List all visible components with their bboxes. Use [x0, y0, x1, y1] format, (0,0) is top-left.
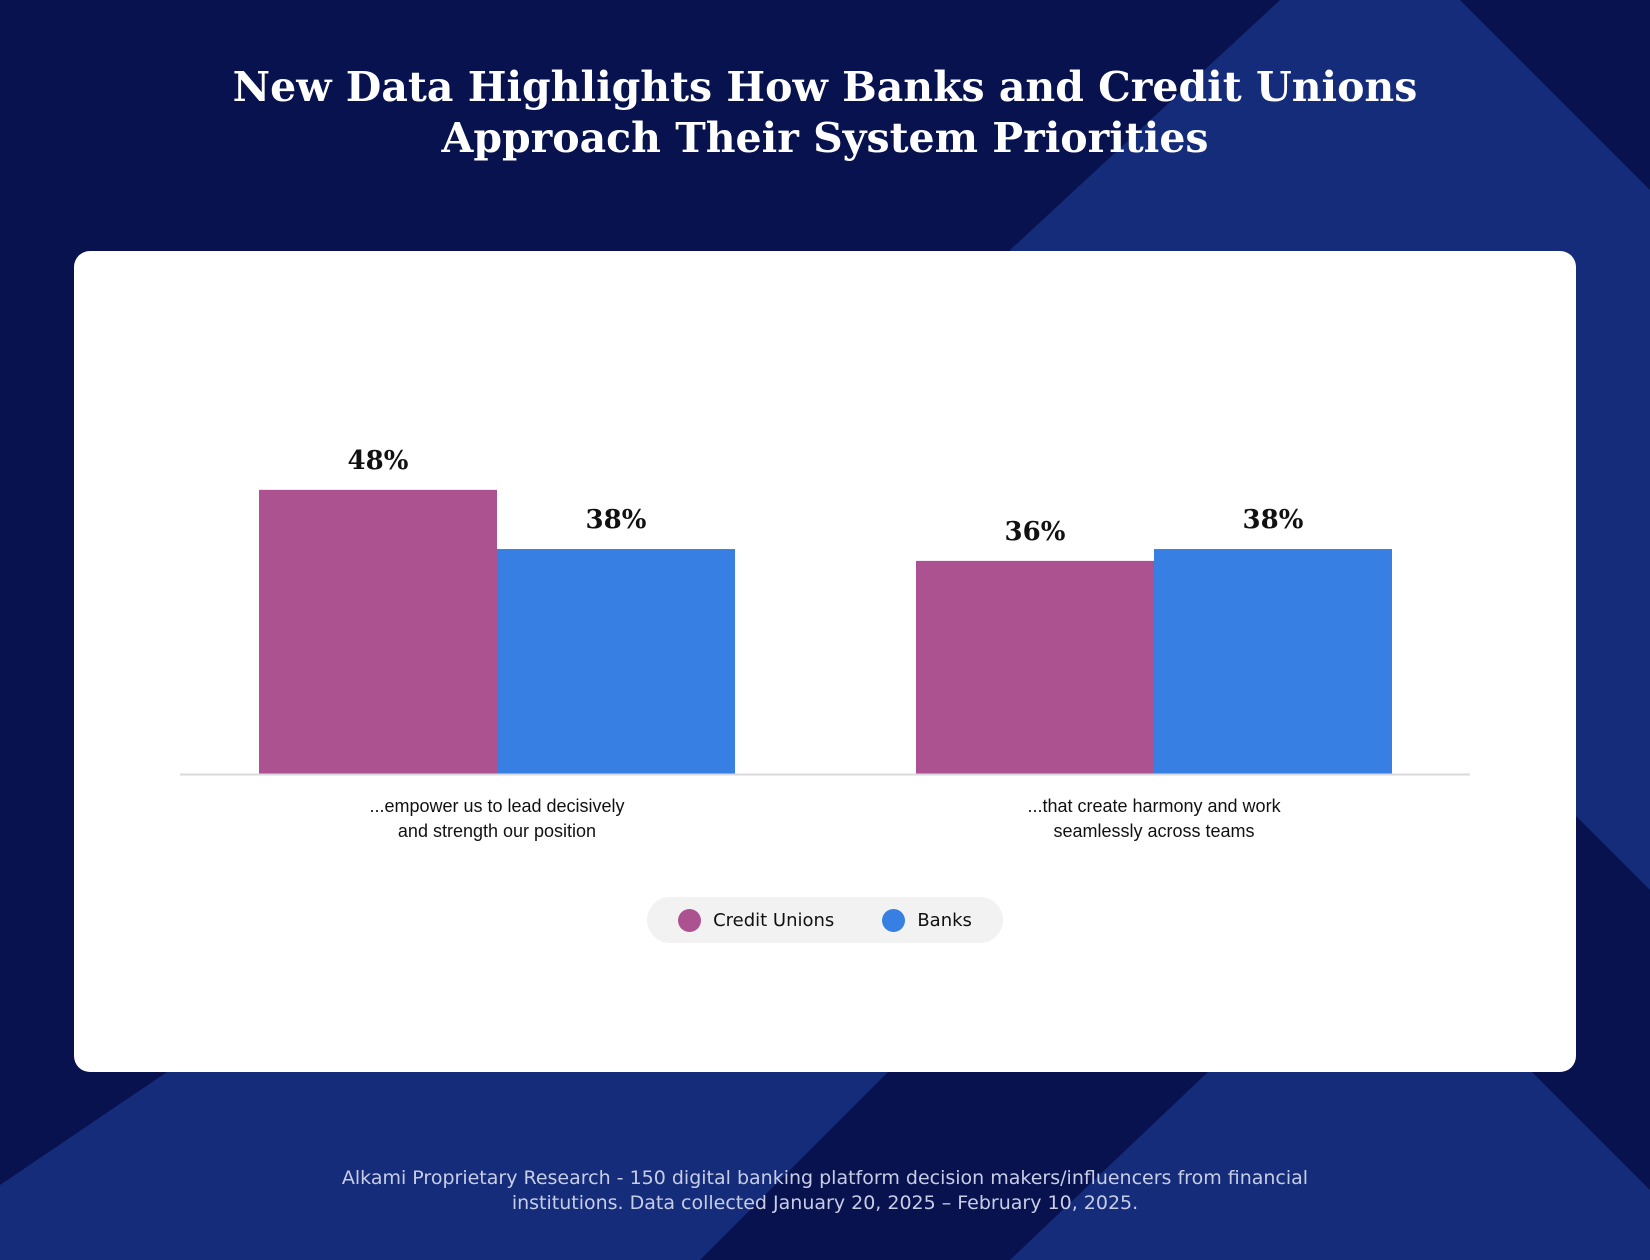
category-label-1-line-1: ...empower us to lead decisively — [369, 796, 624, 816]
data-label-banks-1: 38% — [586, 505, 647, 535]
bar-credit-unions-1 — [259, 489, 497, 774]
legend-item-banks: Banks — [882, 908, 972, 932]
bar-banks-1 — [497, 549, 735, 774]
bar-chart: 48% 36% 38% 38% ...empower us to lead decisi… — [180, 446, 1470, 841]
data-label-banks-2: 38% — [1243, 505, 1304, 535]
category-label-2-line-1: ...that create harmony and work — [1027, 796, 1281, 816]
legend-swatch-banks — [882, 908, 906, 932]
chart-legend: Credit Unions Banks — [647, 897, 1003, 943]
legend-label-banks: Banks — [917, 909, 972, 931]
page-title: New Data Highlights How Banks and Credit… — [0, 62, 1650, 164]
category-label-1-line-2: and strength our position — [398, 821, 596, 841]
page-title-line-2: Approach Their System Priorities — [441, 114, 1209, 162]
background-stripe-bottom-right — [1010, 1070, 1650, 1260]
background-stripe-bottom-left — [0, 1070, 890, 1260]
data-label-credit-unions-2: 36% — [1005, 517, 1066, 547]
category-label-2: ...that create harmony and work seamlessl… — [1027, 796, 1281, 841]
legend-item-credit-unions: Credit Unions — [678, 908, 835, 932]
source-note-line-1: Alkami Proprietary Research - 150 digita… — [341, 1167, 1309, 1189]
legend-swatch-credit-unions — [678, 908, 702, 932]
source-note: Alkami Proprietary Research - 150 digita… — [0, 1166, 1650, 1216]
chart-card: 48% 36% 38% 38% ...empower us to lead decisi… — [74, 251, 1576, 1072]
category-label-1: ...empower us to lead decisively and stre… — [369, 796, 624, 841]
bar-credit-unions-2 — [916, 560, 1154, 774]
data-label-credit-unions-1: 48% — [348, 446, 409, 476]
page-title-line-1: New Data Highlights How Banks and Credit… — [232, 63, 1418, 111]
source-note-line-2: institutions. Data collected January 20,… — [511, 1192, 1139, 1214]
bar-banks-2 — [1154, 549, 1392, 774]
category-label-2-line-2: seamlessly across teams — [1053, 821, 1254, 841]
legend-label-credit-unions: Credit Unions — [713, 909, 835, 931]
